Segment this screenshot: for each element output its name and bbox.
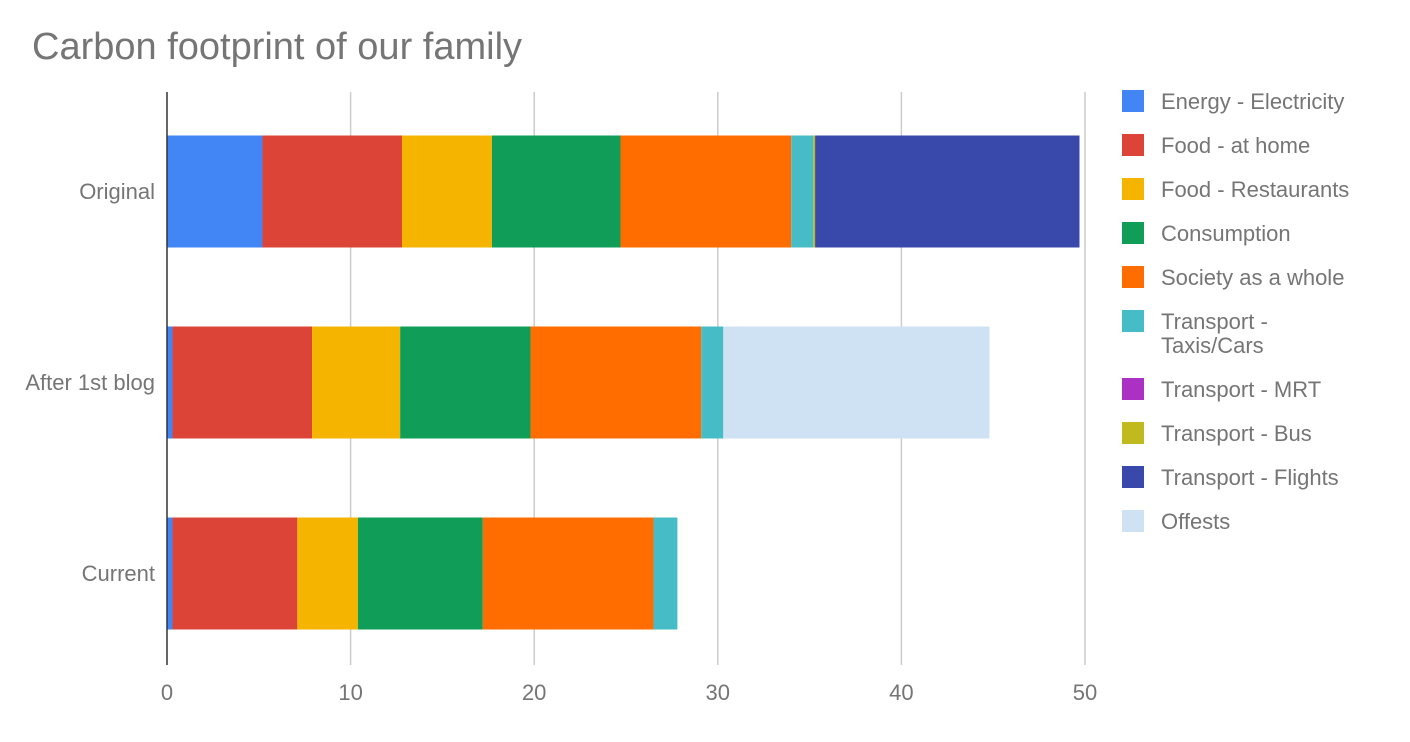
legend-swatch — [1122, 422, 1144, 444]
y-tick-label: After 1st blog — [25, 369, 155, 395]
legend-swatch — [1122, 266, 1144, 288]
bar-segment — [402, 135, 492, 248]
legend-item: Energy - Electricity — [1122, 90, 1372, 114]
legend-item: Transport - Taxis/Cars — [1122, 310, 1372, 358]
legend-item: Consumption — [1122, 222, 1372, 246]
x-tick-label: 50 — [1072, 680, 1098, 705]
bar-segment — [530, 326, 702, 439]
bar-segment — [312, 326, 401, 439]
legend-label: Transport - Flights — [1161, 465, 1339, 490]
bar-segment — [701, 326, 724, 439]
x-tick-label: 20 — [521, 680, 547, 705]
legend-label: Energy - Electricity — [1161, 89, 1345, 114]
bar-segment — [813, 135, 816, 248]
x-tick-label: 10 — [338, 680, 363, 705]
bar-segment — [262, 135, 403, 248]
legend-swatch — [1122, 134, 1144, 156]
x-tick-label: 0 — [160, 680, 174, 705]
bar-segment — [815, 135, 1080, 248]
legend-item: Offests — [1122, 510, 1372, 534]
legend-item: Transport - Bus — [1122, 422, 1372, 446]
legend-swatch — [1122, 310, 1144, 332]
legend-swatch — [1122, 466, 1144, 488]
bar-segment — [357, 517, 483, 630]
legend-item: Food - at home — [1122, 134, 1372, 158]
bar-segment — [297, 517, 358, 630]
legend-swatch — [1122, 178, 1144, 200]
legend-label: Food - at home — [1161, 133, 1311, 158]
bar-segment — [723, 326, 990, 439]
legend-item: Transport - MRT — [1122, 378, 1372, 402]
legend-label: Society as a whole — [1161, 265, 1345, 290]
legend-swatch — [1122, 222, 1144, 244]
bar-segment — [167, 135, 263, 248]
chart-title: Carbon footprint of our family — [32, 26, 523, 68]
bar-segment — [172, 517, 298, 630]
bar-segment — [620, 135, 792, 248]
legend: Energy - Electricity Food - at home Food -… — [1122, 90, 1372, 534]
legend-label: Transport - Taxis/Cars — [1161, 309, 1268, 358]
legend-label: Consumption — [1161, 221, 1291, 246]
legend-label: Offests — [1161, 509, 1231, 534]
legend-swatch — [1122, 510, 1144, 532]
bar-segment — [791, 135, 814, 248]
legend-item: Transport - Flights — [1122, 466, 1372, 490]
legend-label: Transport - MRT — [1161, 377, 1322, 402]
bar-segment — [653, 517, 678, 630]
legend-item: Society as a whole — [1122, 266, 1372, 290]
bar-segment — [172, 326, 313, 439]
legend-label: Food - Restaurants — [1161, 177, 1350, 202]
x-tick-label: 30 — [705, 680, 731, 705]
legend-label: Transport - Bus — [1161, 421, 1312, 446]
bar-segment — [482, 517, 654, 630]
bar-segment — [400, 326, 531, 439]
y-tick-label: Original — [79, 178, 155, 204]
y-tick-label: Current — [81, 560, 155, 586]
bar-segment — [167, 326, 173, 439]
legend-swatch — [1122, 90, 1144, 112]
bar-segment — [167, 517, 173, 630]
legend-swatch — [1122, 378, 1144, 400]
x-tick-label: 40 — [889, 680, 914, 705]
bar-segment — [491, 135, 621, 248]
legend-item: Food - Restaurants — [1122, 178, 1372, 202]
